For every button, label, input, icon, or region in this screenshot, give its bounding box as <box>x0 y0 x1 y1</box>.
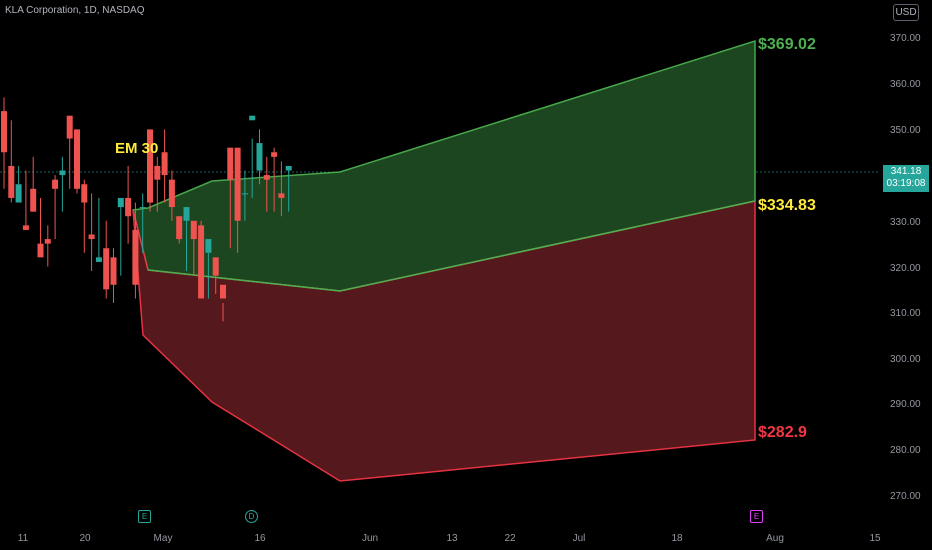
candle <box>154 165 161 180</box>
candle <box>285 165 292 171</box>
current-price-label: 341.18 03:19:08 <box>883 165 929 192</box>
bar-countdown: 03:19:08 <box>886 178 926 189</box>
candle <box>147 129 153 203</box>
candle <box>125 197 132 217</box>
candle <box>103 248 110 290</box>
y-tick: 330.00 <box>890 217 921 228</box>
candle <box>1 111 7 153</box>
candle <box>220 284 226 299</box>
x-tick: 16 <box>254 533 266 544</box>
candle <box>227 147 234 180</box>
candle <box>110 257 117 285</box>
candle <box>88 234 95 240</box>
y-tick: 320.00 <box>890 263 921 274</box>
y-tick: 270.00 <box>890 491 921 502</box>
x-tick: Aug <box>766 533 784 544</box>
candle <box>132 229 139 285</box>
candle <box>37 243 44 258</box>
candle <box>271 152 278 157</box>
x-tick: 11 <box>17 533 29 544</box>
current-price-value: 341.18 <box>890 166 922 177</box>
earnings-event-icon[interactable]: E <box>138 510 151 523</box>
candle <box>263 175 270 180</box>
candle <box>59 170 66 176</box>
x-tick: Jun <box>361 533 379 544</box>
candle <box>249 115 256 121</box>
y-tick: 300.00 <box>890 354 921 365</box>
y-tick: 370.00 <box>890 33 921 44</box>
em-label: EM 30 <box>115 140 159 157</box>
x-tick: May <box>153 533 173 544</box>
candle <box>30 188 37 212</box>
y-tick: 310.00 <box>890 308 921 319</box>
candle <box>117 197 124 208</box>
x-tick: 22 <box>504 533 516 544</box>
upper-target-label: $369.02 <box>758 36 816 53</box>
y-tick: 350.00 <box>890 125 921 136</box>
candle <box>278 193 285 198</box>
candle <box>256 143 263 171</box>
candle <box>190 220 197 240</box>
chart-title: KLA Corporation, 1D, NASDAQ <box>5 5 145 16</box>
candle <box>168 179 175 208</box>
candle <box>212 257 219 276</box>
x-tick: 18 <box>671 533 683 544</box>
dividend-event-icon[interactable]: D <box>245 510 258 523</box>
lower-target-label: $282.9 <box>758 424 807 441</box>
x-tick: 20 <box>79 533 91 544</box>
candle <box>234 147 241 221</box>
candle <box>81 184 88 203</box>
currency-selector-button[interactable]: USD <box>893 4 919 21</box>
candle <box>44 239 51 244</box>
candle <box>66 115 73 139</box>
candle <box>139 207 146 209</box>
candle <box>15 184 22 203</box>
candle <box>205 239 212 253</box>
candle <box>161 152 168 176</box>
x-tick: Jul <box>572 533 586 544</box>
candle <box>22 225 29 230</box>
x-tick: 13 <box>446 533 458 544</box>
y-tick: 280.00 <box>890 445 921 456</box>
candle <box>241 193 248 195</box>
candles-group <box>1 97 292 322</box>
earnings-event-icon[interactable]: E <box>750 510 763 523</box>
candle <box>95 257 102 262</box>
candle <box>176 216 183 240</box>
y-tick: 360.00 <box>890 79 921 90</box>
y-tick: 290.00 <box>890 399 921 410</box>
mid-target-label: $334.83 <box>758 197 816 214</box>
x-tick: 15 <box>869 533 881 544</box>
mid-band-line <box>147 200 756 292</box>
candle <box>8 165 15 198</box>
candle <box>198 225 205 299</box>
candle <box>74 129 80 189</box>
candle <box>52 179 59 189</box>
candle <box>183 207 190 221</box>
